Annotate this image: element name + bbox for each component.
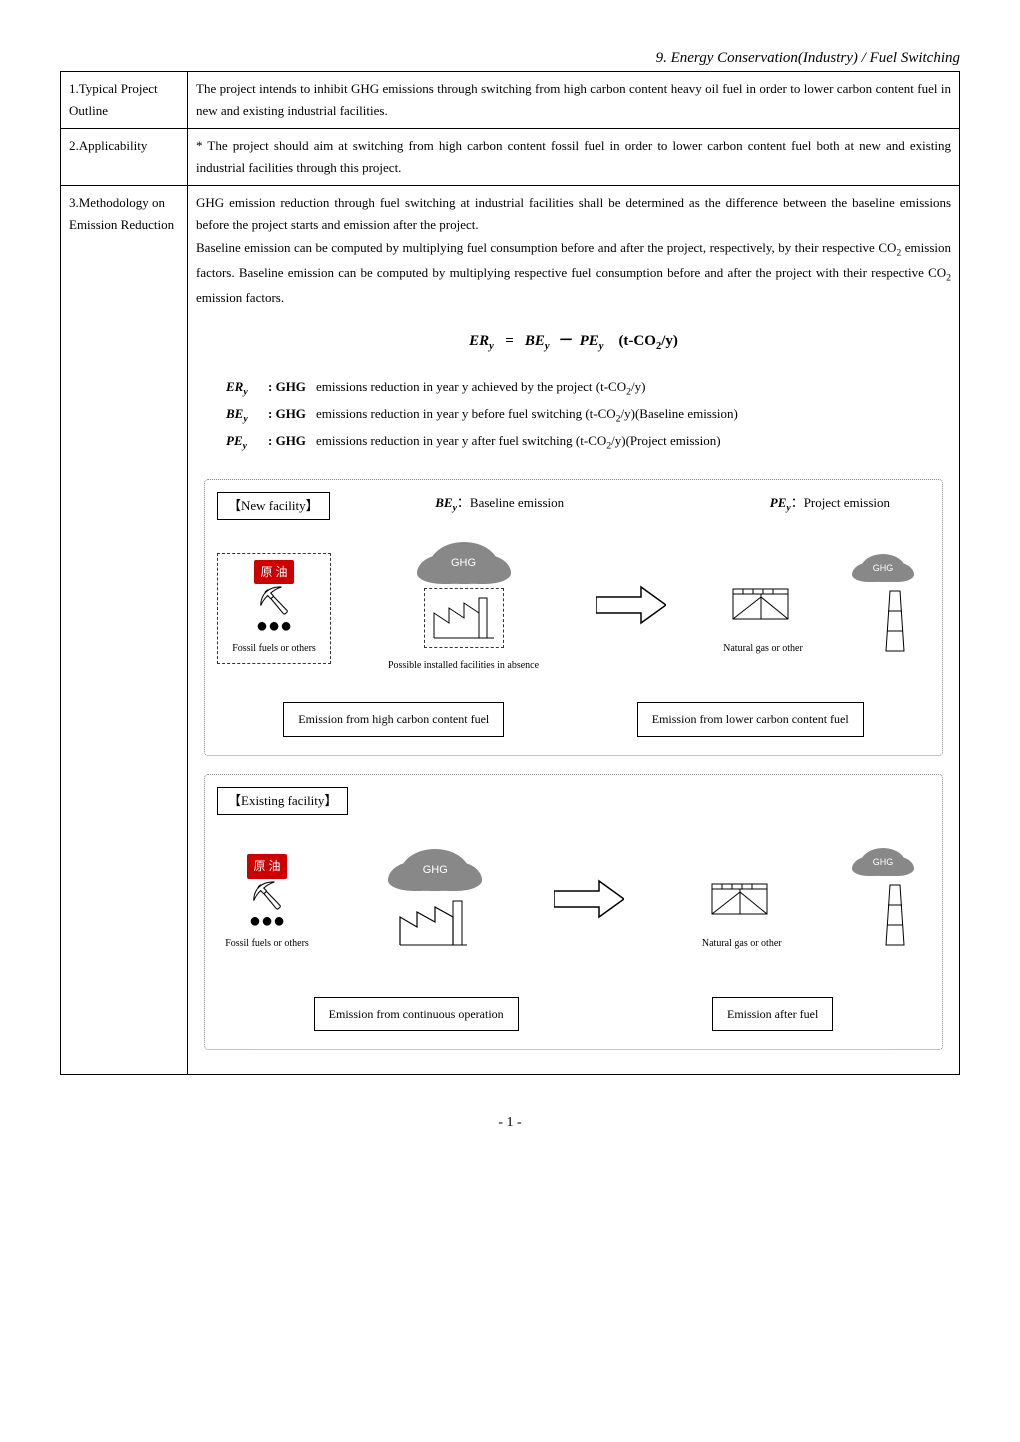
- emission-continuous-box: Emission from continuous operation: [314, 997, 519, 1031]
- fossil-fuel-block-existing: 原 油 ⛏ ●●● Fossil fuels or others: [217, 854, 317, 951]
- project-factory-icon: [702, 854, 782, 924]
- ghg-cloud-icon: GHG: [429, 542, 499, 584]
- chimney-icon: [880, 586, 910, 656]
- existing-facility-diagram: 【Existing facility】 原 油 ⛏ ●●● Fossil fue…: [204, 774, 943, 1050]
- arrow-icon: [554, 879, 624, 926]
- oil-badge-icon: 原 油: [247, 854, 286, 878]
- arrow-icon: [596, 585, 666, 632]
- existing-facility-title: 【Existing facility】: [217, 787, 348, 815]
- row1-label: 1.Typical Project Outline: [61, 72, 188, 129]
- existing-factory-icon: [395, 895, 475, 950]
- emission-after-box: Emission after fuel: [712, 997, 833, 1031]
- small-ghg-cloud-icon: GHG: [860, 554, 906, 582]
- row1-text: The project intends to inhibit GHG emiss…: [188, 72, 960, 129]
- project-factory-icon: [723, 559, 803, 629]
- emission-high-box: Emission from high carbon content fuel: [283, 702, 504, 736]
- page-number: - 1 -: [60, 1115, 960, 1131]
- fossil-fuel-block: 原 油 ⛏ ●●● Fossil fuels or others: [217, 553, 331, 664]
- new-facility-diagram: 【New facility】 BEy：Baseline emission PEy…: [204, 479, 943, 755]
- row2-text: * The project should aim at switching fr…: [188, 129, 960, 186]
- ghg-cloud-icon: GHG: [400, 849, 470, 891]
- oil-badge-icon: 原 油: [254, 560, 293, 584]
- emission-formula: ERy = BEy － PEy (t-CO2/y): [196, 329, 951, 356]
- row3-para2: Baseline emission can be computed by mul…: [196, 237, 951, 309]
- row2-label: 2.Applicability: [61, 129, 188, 186]
- row3-label: 3.Methodology on Emission Reduction: [61, 186, 188, 1075]
- chimney-icon: [880, 880, 910, 950]
- emission-low-box: Emission from lower carbon content fuel: [637, 702, 864, 736]
- row3-para1: GHG emission reduction through fuel swit…: [196, 192, 951, 236]
- new-facility-title: 【New facility】: [217, 492, 330, 520]
- page-section-title: 9. Energy Conservation(Industry) / Fuel …: [60, 50, 960, 67]
- small-ghg-cloud-icon: GHG: [860, 848, 906, 876]
- coal-icon: ⛏: [224, 588, 324, 616]
- row3-content: GHG emission reduction through fuel swit…: [188, 186, 960, 1075]
- coal-icon: ⛏: [217, 883, 317, 911]
- variable-definitions: ERy : GHG emissions reduction in year y …: [226, 376, 951, 455]
- baseline-factory-icon: [424, 588, 504, 648]
- methodology-table: 1.Typical Project Outline The project in…: [60, 71, 960, 1075]
